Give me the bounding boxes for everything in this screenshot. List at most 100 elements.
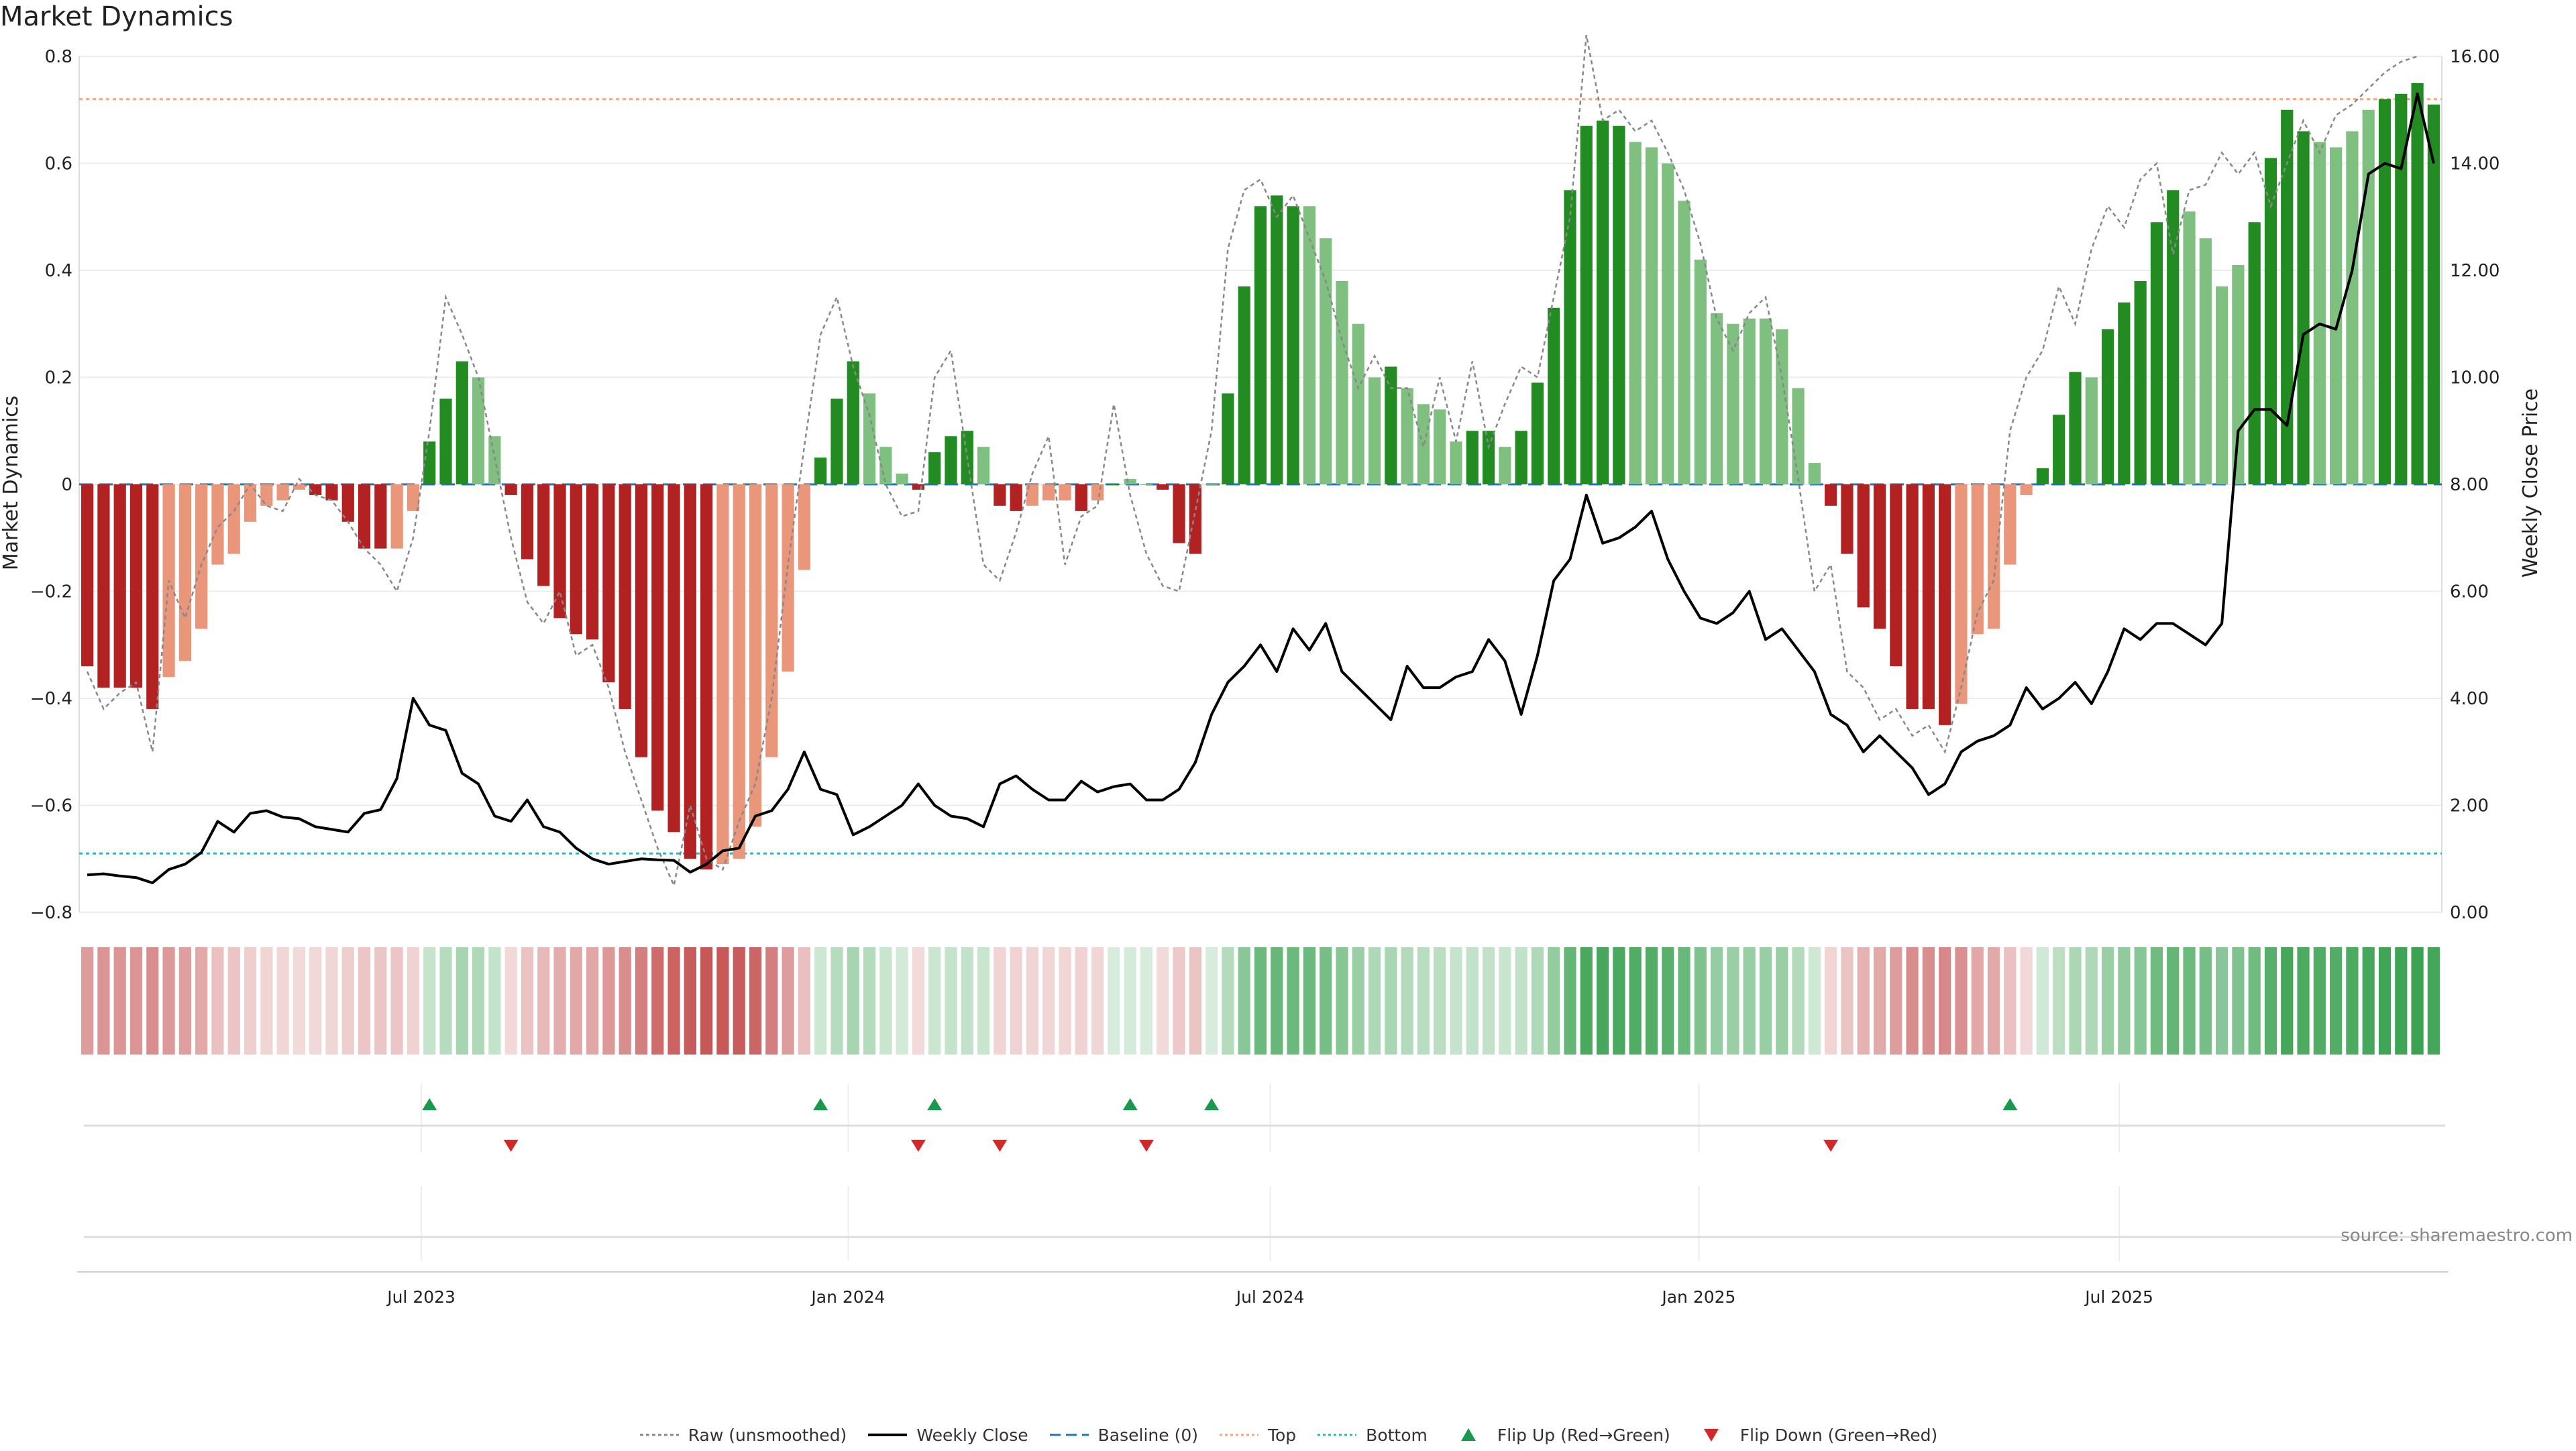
bar xyxy=(97,484,110,688)
bar xyxy=(1140,484,1153,485)
bar xyxy=(276,484,289,500)
y-tick-label: −0.6 xyxy=(30,796,72,816)
bar xyxy=(602,484,615,683)
regime-cell xyxy=(2281,947,2294,1055)
bar xyxy=(211,484,224,565)
bar xyxy=(2101,329,2114,484)
regime-cell xyxy=(292,947,306,1055)
legend-label-bottom: Bottom xyxy=(1366,1425,1428,1445)
legend-item-top: Top xyxy=(1218,1426,1296,1445)
regime-cell xyxy=(309,947,322,1055)
legend-baseline-swatch xyxy=(1049,1434,1089,1436)
regime-cell xyxy=(1059,947,1071,1055)
regime-cell xyxy=(1645,947,1658,1055)
bar xyxy=(2053,415,2065,484)
bar xyxy=(1711,313,1723,484)
regime-cell xyxy=(1873,947,1886,1055)
bar xyxy=(227,484,240,554)
regime-cell xyxy=(1678,947,1690,1055)
regime-cell xyxy=(146,947,159,1055)
regime-cell xyxy=(1564,947,1576,1055)
legend-item-raw: Raw (unsmoothed) xyxy=(639,1426,847,1445)
bar xyxy=(1189,484,1201,554)
regime-cell xyxy=(1189,947,1201,1055)
bar xyxy=(1548,307,1560,484)
bar xyxy=(113,484,126,688)
regime-cell xyxy=(2313,947,2326,1055)
bar xyxy=(1026,484,1039,506)
bar xyxy=(2020,484,2033,495)
regime-cell xyxy=(1075,947,1087,1055)
regime-cell xyxy=(260,947,273,1055)
regime-cell xyxy=(1303,947,1316,1055)
regime-cell xyxy=(1515,947,1527,1055)
bar xyxy=(1254,206,1267,484)
regime-cell xyxy=(178,947,191,1055)
bar xyxy=(1613,125,1625,485)
bar xyxy=(1825,484,1837,506)
bar xyxy=(879,447,892,484)
raw-line xyxy=(86,34,2418,889)
regime-cell xyxy=(994,947,1006,1055)
bar xyxy=(1401,388,1413,484)
bar xyxy=(2183,211,2196,484)
regime-cell xyxy=(1287,947,1299,1055)
bar xyxy=(1385,366,1397,484)
regime-cell xyxy=(97,947,110,1055)
bar xyxy=(1987,484,2000,629)
bar xyxy=(765,484,778,757)
regime-cell xyxy=(1222,947,1234,1055)
regime-cell xyxy=(1320,947,1332,1055)
regime-cell xyxy=(1254,947,1267,1055)
bar xyxy=(651,484,664,811)
regime-cell xyxy=(1499,947,1511,1055)
regime-cell xyxy=(472,947,485,1055)
regime-cell xyxy=(570,947,582,1055)
regime-cell xyxy=(1890,947,1902,1055)
bar xyxy=(733,484,745,859)
regime-cell xyxy=(521,947,534,1055)
bar xyxy=(635,484,648,757)
bar xyxy=(2313,142,2326,484)
bar xyxy=(1890,484,1902,667)
y-axis-label: Market Dynamics xyxy=(0,396,23,571)
bar xyxy=(2036,468,2049,484)
bar xyxy=(1792,388,1805,484)
regime-cell xyxy=(2395,947,2408,1055)
regime-cell xyxy=(602,947,615,1055)
y2-tick-label: 16.00 xyxy=(2450,47,2500,67)
legend-flip-up-swatch xyxy=(1460,1428,1476,1441)
regime-cell xyxy=(276,947,289,1055)
bar xyxy=(2248,222,2261,484)
bar xyxy=(1336,280,1348,484)
x-tick-label: Jan 2025 xyxy=(1660,1287,1735,1307)
bar xyxy=(1955,484,1968,704)
bar xyxy=(553,484,566,619)
regime-cell xyxy=(2069,947,2082,1055)
regime-cell xyxy=(1434,947,1446,1055)
regime-cell xyxy=(1825,947,1837,1055)
regime-cell xyxy=(1776,947,1788,1055)
legend-item-bottom: Bottom xyxy=(1316,1426,1428,1445)
bar xyxy=(521,484,534,559)
regime-cell xyxy=(1026,947,1039,1055)
x-tick-label: Jul 2025 xyxy=(2084,1287,2153,1307)
bar xyxy=(1678,201,1690,484)
regime-cell xyxy=(1417,947,1430,1055)
legend-bottom-swatch xyxy=(1318,1434,1357,1436)
bar xyxy=(341,484,354,522)
bar xyxy=(195,484,208,629)
bar xyxy=(1091,484,1104,500)
regime-cell xyxy=(537,947,550,1055)
legend-raw-swatch xyxy=(639,1434,679,1436)
regime-cell xyxy=(1629,947,1642,1055)
bar xyxy=(814,458,827,484)
regime-cell xyxy=(1482,947,1495,1055)
bar xyxy=(700,484,713,870)
bar xyxy=(1368,377,1381,484)
regime-cell xyxy=(2085,947,2098,1055)
legend-label-flip-up: Flip Up (Red→Green) xyxy=(1497,1425,1670,1445)
bar xyxy=(716,484,729,865)
bar xyxy=(2232,265,2245,484)
bar xyxy=(667,484,680,832)
